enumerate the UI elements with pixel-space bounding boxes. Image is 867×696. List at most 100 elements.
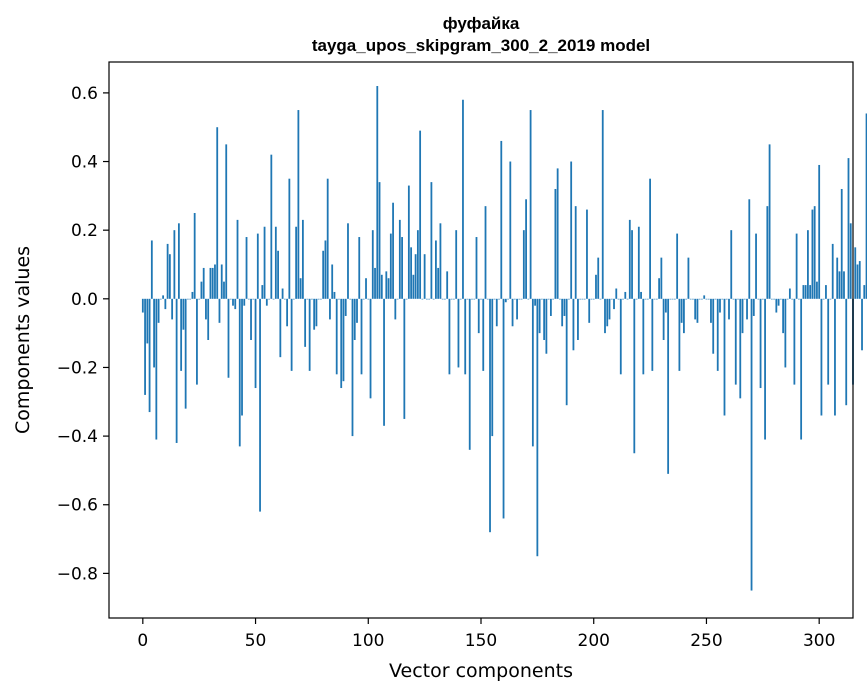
y-axis-ticks: −0.8 −0.6 −0.4 −0.2 0.0 0.2 0.4 0.6	[57, 84, 109, 584]
bar	[834, 298, 836, 416]
bar	[389, 233, 392, 299]
bar	[362, 298, 365, 300]
bar	[416, 230, 419, 299]
bar	[800, 298, 803, 440]
bar	[396, 298, 399, 300]
bar	[394, 298, 397, 320]
bar	[840, 188, 843, 299]
bar	[486, 298, 489, 300]
bar	[586, 209, 588, 299]
bar	[606, 298, 609, 327]
bar	[782, 298, 785, 334]
bar	[786, 298, 789, 300]
bar	[793, 298, 796, 385]
bar	[353, 298, 356, 340]
bar	[858, 261, 861, 299]
bar	[200, 281, 203, 299]
bar	[797, 298, 800, 300]
bar	[595, 274, 597, 299]
bar	[827, 298, 830, 385]
bar	[157, 298, 160, 323]
bar	[225, 144, 228, 299]
bar	[247, 298, 250, 300]
bar	[549, 298, 552, 316]
bar	[159, 298, 162, 300]
y-tick-label: 0.4	[71, 153, 98, 173]
bar	[405, 298, 408, 300]
bar	[628, 219, 631, 299]
bar	[446, 271, 449, 299]
bar	[770, 298, 773, 300]
bar	[759, 298, 762, 389]
x-tick-label: 250	[690, 631, 722, 651]
bar	[274, 226, 277, 299]
bar	[489, 298, 491, 533]
bar	[272, 298, 275, 300]
bar	[752, 298, 755, 316]
bar	[193, 213, 196, 299]
bar	[263, 226, 266, 299]
bar	[164, 298, 167, 310]
bar	[545, 298, 548, 354]
bar	[403, 298, 406, 419]
bar	[290, 298, 293, 371]
bar	[466, 298, 469, 300]
bar	[198, 298, 201, 300]
bar	[227, 298, 230, 378]
bar	[518, 298, 521, 300]
y-tick-label: 0.0	[71, 290, 98, 310]
bar	[719, 298, 721, 313]
y-axis-label: Components values	[12, 246, 34, 434]
chart-subtitle: tayga_upos_skipgram_300_2_2019 model	[312, 36, 650, 55]
bar	[205, 298, 207, 320]
bar	[791, 298, 794, 300]
bar	[816, 281, 818, 299]
x-tick-label: 150	[465, 631, 497, 651]
bar	[175, 298, 178, 443]
bar	[525, 199, 527, 299]
bar	[184, 298, 187, 409]
bar	[673, 298, 676, 300]
bar	[640, 291, 642, 299]
bar	[484, 206, 487, 299]
bar	[646, 298, 649, 300]
bar	[356, 298, 358, 323]
bar	[283, 298, 286, 300]
bar	[509, 161, 512, 299]
bar	[655, 298, 658, 300]
bar	[820, 298, 823, 416]
bar	[574, 206, 577, 299]
bar	[577, 298, 579, 340]
bar	[813, 206, 816, 299]
bar	[162, 295, 165, 299]
bar	[590, 298, 593, 300]
bar	[202, 267, 205, 299]
bar	[847, 158, 850, 299]
bar	[552, 298, 555, 300]
bar	[220, 264, 223, 299]
bar	[658, 278, 661, 299]
bar	[563, 298, 566, 316]
y-tick-label: −0.8	[57, 564, 98, 584]
bar	[725, 298, 728, 300]
bar	[299, 278, 302, 299]
bar	[306, 298, 309, 300]
bar	[809, 285, 812, 299]
bar	[516, 298, 518, 320]
bar	[626, 298, 629, 300]
bar	[761, 298, 764, 300]
bar	[773, 298, 775, 300]
bar	[435, 240, 437, 299]
bar	[500, 140, 503, 299]
bar	[155, 298, 158, 440]
bar	[495, 298, 498, 327]
bar	[775, 298, 778, 313]
bar	[423, 254, 426, 299]
bar	[825, 285, 827, 299]
bar	[829, 298, 832, 300]
bar	[728, 298, 730, 320]
bar	[371, 230, 374, 299]
bar	[522, 230, 525, 299]
bar	[601, 110, 604, 299]
bar	[705, 298, 708, 300]
